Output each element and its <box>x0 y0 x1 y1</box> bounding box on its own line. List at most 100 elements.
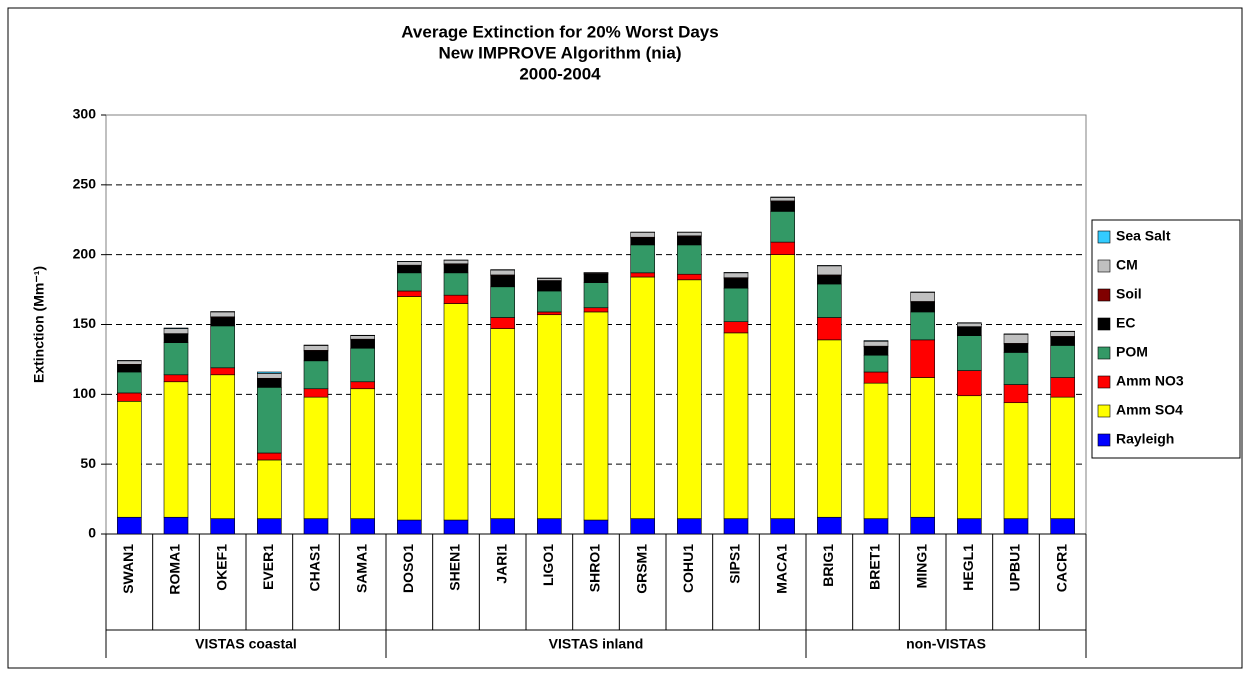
legend-label: POM <box>1116 344 1148 360</box>
bar-segment <box>863 518 889 535</box>
bar-segment <box>1003 343 1029 353</box>
bar-segment <box>163 328 189 334</box>
bar-segment <box>537 314 562 519</box>
legend-label: Amm NO3 <box>1116 373 1184 389</box>
bar-segment <box>583 311 609 521</box>
bar-segment <box>257 373 282 379</box>
x-tick-label: COHU1 <box>680 544 696 593</box>
bar-segment <box>490 286 515 318</box>
bar-segment <box>723 287 749 323</box>
legend-swatch <box>1097 288 1111 302</box>
y-tick-label: 200 <box>73 245 97 261</box>
x-tick-label: HEGL1 <box>960 544 976 591</box>
bar-segment <box>630 518 655 535</box>
bar-segment <box>490 317 515 329</box>
bar-segment <box>350 388 375 519</box>
bar-segment <box>117 364 142 373</box>
bar-segment <box>117 371 142 394</box>
x-tick-label: CHAS1 <box>307 544 323 592</box>
bar-segment <box>817 265 842 276</box>
legend-swatch <box>1097 230 1111 244</box>
bar-segment <box>163 374 189 383</box>
bar-segment <box>863 346 889 356</box>
bar-segment <box>257 518 282 535</box>
bar-segment <box>117 392 142 402</box>
bar-segment <box>817 283 842 318</box>
bar-segment <box>117 401 142 518</box>
bar-segment <box>210 325 235 369</box>
bar-segment <box>350 347 375 383</box>
bar-segment <box>163 342 189 376</box>
x-tick-label: GRSM1 <box>633 544 649 594</box>
bar-segment <box>210 374 235 519</box>
x-tick-label: SAMA1 <box>353 544 369 593</box>
bar-segment <box>863 354 889 373</box>
bar-segment <box>770 211 795 243</box>
bar-segment <box>770 241 795 255</box>
bar-segment <box>677 273 702 281</box>
x-tick-label: CACR1 <box>1053 544 1069 592</box>
chart-title: Average Extinction for 20% Worst Days <box>401 22 718 41</box>
legend-label: EC <box>1116 315 1135 331</box>
legend-swatch <box>1097 433 1111 447</box>
y-axis-title: Extinction (Mm⁻¹) <box>31 266 47 383</box>
bar-segment <box>210 518 235 535</box>
x-tick-label: BRIG1 <box>820 544 836 587</box>
bar-segment <box>537 518 562 535</box>
group-label: VISTAS inland <box>549 636 644 652</box>
bar-segment <box>770 197 795 202</box>
x-tick-label: DOSO1 <box>400 544 416 593</box>
x-tick-label: BRET1 <box>867 544 883 590</box>
bar-segment <box>677 279 702 519</box>
bar-segment <box>677 236 702 246</box>
x-tick-label: OKEF1 <box>213 544 229 591</box>
bar-segment <box>910 339 935 378</box>
legend-swatch <box>1097 346 1111 360</box>
bar-segment <box>537 280 562 292</box>
bar-segment <box>303 518 329 535</box>
bar-segment <box>397 296 422 521</box>
y-tick-label: 250 <box>73 176 97 192</box>
y-tick-label: 50 <box>80 455 96 471</box>
legend-swatch <box>1097 404 1111 418</box>
bar-segment <box>583 273 609 283</box>
bar-segment <box>210 317 235 327</box>
bar-segment <box>397 265 422 274</box>
bar-segment <box>630 244 655 274</box>
bar-segment <box>443 303 469 521</box>
bar-segment <box>1050 336 1075 346</box>
bar-segment <box>443 294 469 304</box>
x-tick-label: SWAN1 <box>120 544 136 594</box>
y-tick-label: 0 <box>88 525 96 541</box>
bar-segment <box>630 272 655 278</box>
bar-segment <box>770 518 795 535</box>
bar-segment <box>1003 384 1029 404</box>
bar-segment <box>350 335 375 340</box>
bar-segment <box>910 301 935 313</box>
bar-segment <box>1050 331 1075 337</box>
bar-segment <box>1003 352 1029 385</box>
bar-segment <box>163 516 189 535</box>
bar-segment <box>957 370 982 397</box>
bar-segment <box>443 519 469 535</box>
bar-segment <box>350 518 375 535</box>
bar-segment <box>723 518 749 535</box>
bar-segment <box>397 272 422 292</box>
bar-segment <box>537 311 562 316</box>
bar-segment <box>537 278 562 281</box>
bar-segment <box>1050 345 1075 378</box>
bar-segment <box>630 276 655 519</box>
bar-segment <box>583 307 609 313</box>
bar-segment <box>770 201 795 212</box>
y-tick-label: 300 <box>73 106 97 122</box>
bar-segment <box>443 272 469 296</box>
legend-label: Sea Salt <box>1116 228 1171 244</box>
bar-segment <box>443 259 469 265</box>
bar-segment <box>910 377 935 518</box>
bar-segment <box>957 326 982 336</box>
legend-swatch <box>1097 259 1111 273</box>
y-tick-label: 150 <box>73 315 97 331</box>
bar-segment <box>817 275 842 285</box>
x-tick-label: MACA1 <box>773 544 789 594</box>
